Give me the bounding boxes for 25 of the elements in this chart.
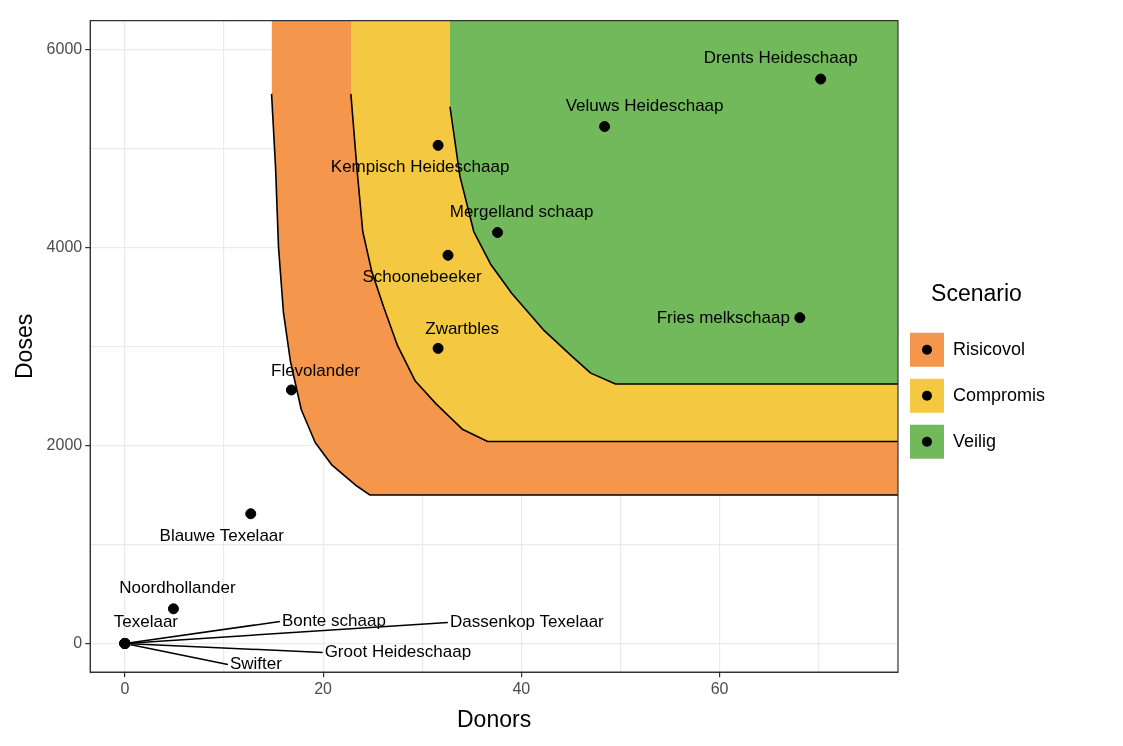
y-tick-label: 2000	[46, 435, 83, 453]
annotation: Veluws Heideschaap	[565, 96, 724, 116]
annotation: Dassenkop Texelaar	[450, 612, 605, 632]
y-axis-title: Doses	[11, 313, 38, 379]
annotation: Bonte schaap	[281, 611, 386, 631]
annotation: Groot Heideschaap	[324, 642, 472, 662]
x-axis-title: Donors	[457, 705, 532, 732]
legend-label: Risicovol	[952, 338, 1026, 359]
x-tick-label: 0	[120, 680, 130, 698]
x-tick-label: 60	[710, 680, 729, 698]
legend-label: Compromis	[952, 384, 1045, 405]
y-tick-label: 6000	[46, 39, 83, 57]
annotation: Noordhollander	[119, 577, 236, 597]
x-tick-label: 20	[314, 680, 333, 698]
y-tick-label: 4000	[46, 237, 83, 255]
annotation: Drents Heideschaap	[703, 47, 858, 67]
x-tick-label: 40	[512, 680, 531, 698]
legend-label: Veilig	[952, 430, 997, 451]
annotation: Fries melkschaap	[656, 308, 790, 328]
annotation: Zwartbles	[425, 319, 499, 339]
legend-title: Scenario	[931, 280, 1022, 307]
annotation: Blauwe Texelaar	[159, 526, 285, 546]
annotation: Texelaar	[113, 612, 179, 632]
y-tick-label: 0	[73, 633, 83, 651]
annotation: Swifter	[229, 654, 283, 674]
